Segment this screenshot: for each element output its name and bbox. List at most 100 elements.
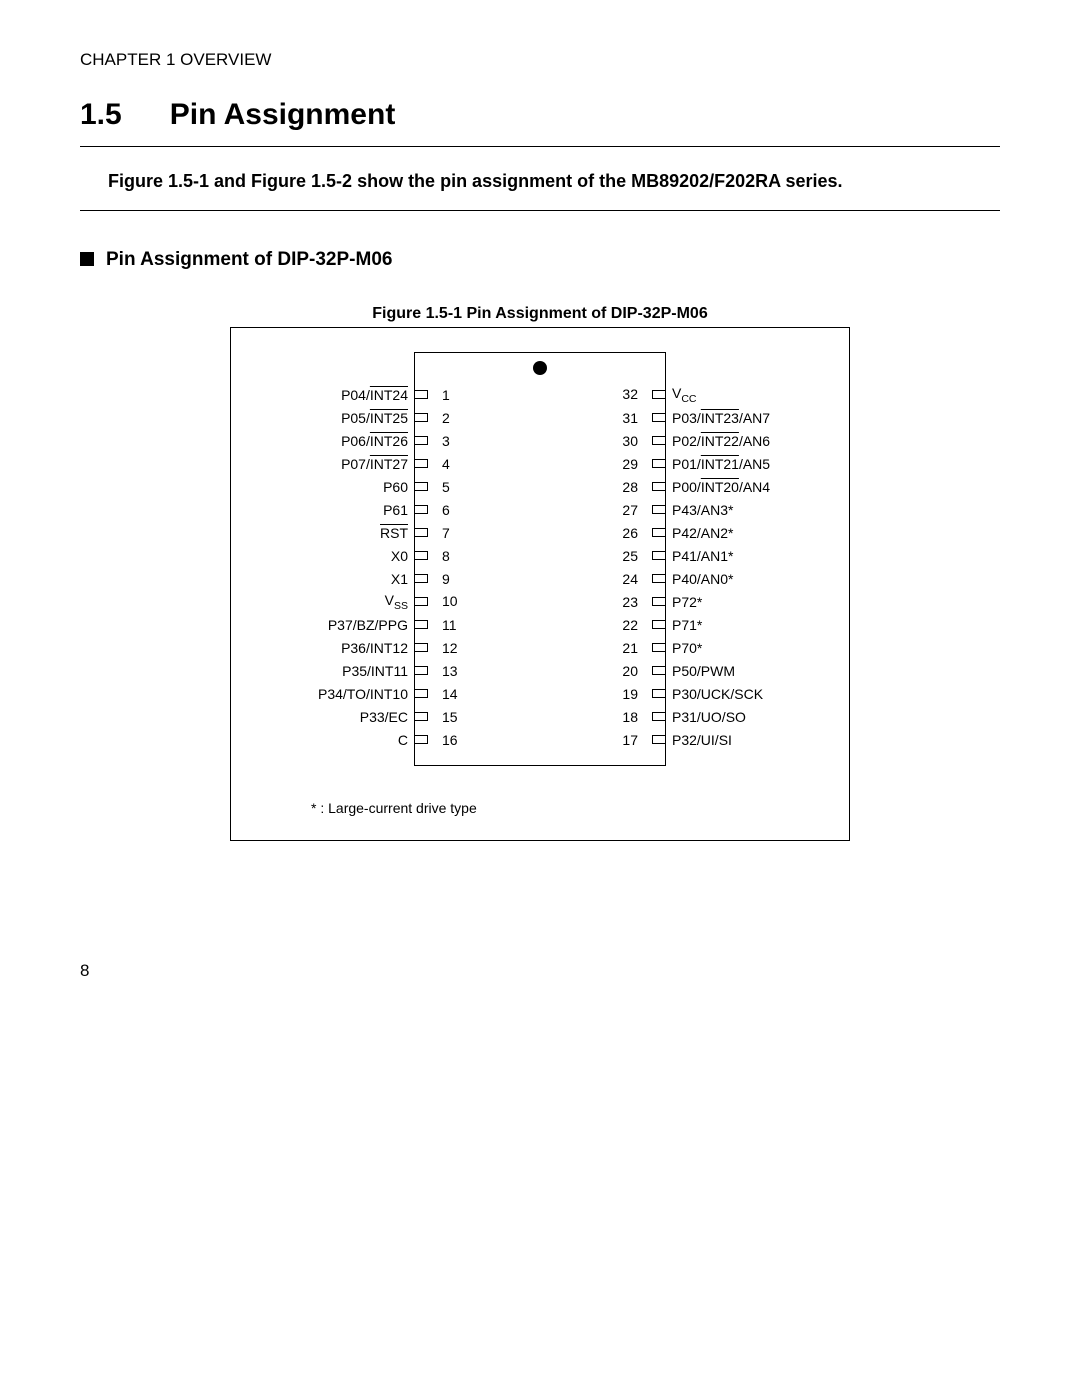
pin-right: 29 P01/INT21/AN5	[620, 456, 780, 472]
pin-right: 27 P43/AN3*	[620, 502, 780, 518]
pin-left: P34/TO/INT10 14	[300, 686, 460, 702]
pin-number: 6	[442, 502, 460, 518]
pin-row: P61 6 27 P43/AN3*	[415, 498, 665, 521]
square-bullet-icon	[80, 252, 94, 266]
pin-pad-icon	[414, 735, 428, 744]
pin-left: C 16	[300, 732, 460, 748]
pin-label: VSS	[385, 592, 408, 612]
pin-label: P31/UO/SO	[672, 709, 746, 725]
pin-number: 2	[442, 410, 460, 426]
pin-label: X1	[391, 571, 408, 587]
pin-pad-icon	[414, 413, 428, 422]
pin-row: P33/EC 15 18 P31/UO/SO	[415, 705, 665, 728]
pin-label: P33/EC	[360, 709, 408, 725]
pin-number: 25	[620, 548, 638, 564]
pin-number: 14	[442, 686, 460, 702]
pin-pad-icon	[652, 505, 666, 514]
pin-pad-icon	[652, 666, 666, 675]
pin-number: 26	[620, 525, 638, 541]
pin-number: 24	[620, 571, 638, 587]
pin-label: P37/BZ/PPG	[328, 617, 408, 633]
pin-row: X0 8 25 P41/AN1*	[415, 544, 665, 567]
pin-right: 24 P40/AN0*	[620, 571, 780, 587]
pin-row: C 16 17 P32/UI/SI	[415, 728, 665, 751]
page-number: 8	[80, 961, 1000, 981]
pin-number: 13	[442, 663, 460, 679]
pin-label: VCC	[672, 385, 697, 405]
pin-pad-icon	[652, 712, 666, 721]
pin-label: P60	[383, 479, 408, 495]
pin-number: 15	[442, 709, 460, 725]
pin-label: P06/INT26	[341, 433, 408, 449]
pin-pad-icon	[414, 620, 428, 629]
pin-left: P37/BZ/PPG 11	[300, 617, 460, 633]
pin-number: 17	[620, 732, 638, 748]
pin-number: 12	[442, 640, 460, 656]
pin-row: P37/BZ/PPG 11 22 P71*	[415, 613, 665, 636]
pin-label: P35/INT11	[342, 663, 408, 679]
pin-right: 26 P42/AN2*	[620, 525, 780, 541]
pin-left: P04/INT24 1	[300, 387, 460, 403]
pin-number: 18	[620, 709, 638, 725]
pin-pad-icon	[652, 574, 666, 583]
pin-number: 9	[442, 571, 460, 587]
pin-label: P01/INT21/AN5	[672, 456, 770, 472]
pin-number: 1	[442, 387, 460, 403]
dip-notch-icon	[533, 361, 547, 375]
pin-pad-icon	[414, 436, 428, 445]
pin-number: 3	[442, 433, 460, 449]
pin-label: P70*	[672, 640, 702, 656]
pin-label: P42/AN2*	[672, 525, 733, 541]
section-title: Pin Assignment	[170, 98, 396, 132]
intro-text: Figure 1.5-1 and Figure 1.5-2 show the p…	[108, 171, 1000, 192]
pin-label: P30/UCK/SCK	[672, 686, 763, 702]
pin-right: 19 P30/UCK/SCK	[620, 686, 780, 702]
pin-number: 5	[442, 479, 460, 495]
pin-right: 23 P72*	[620, 594, 780, 610]
section-number: 1.5	[80, 98, 122, 132]
pin-pad-icon	[652, 689, 666, 698]
subheading-text: Pin Assignment of DIP-32P-M06	[106, 249, 392, 270]
figure-footnote: * : Large-current drive type	[311, 800, 839, 816]
pin-label: P32/UI/SI	[672, 732, 732, 748]
pin-pad-icon	[652, 459, 666, 468]
pin-left: P33/EC 15	[300, 709, 460, 725]
pin-number: 16	[442, 732, 460, 748]
pin-label: P04/INT24	[341, 387, 408, 403]
section-title-row: 1.5 Pin Assignment	[80, 98, 1000, 132]
pin-right: 18 P31/UO/SO	[620, 709, 780, 725]
pin-left: P07/INT27 4	[300, 456, 460, 472]
pin-number: 21	[620, 640, 638, 656]
pin-right: 30 P02/INT22/AN6	[620, 433, 780, 449]
pin-left: P60 5	[300, 479, 460, 495]
pin-label: P02/INT22/AN6	[672, 433, 770, 449]
pin-pad-icon	[414, 643, 428, 652]
pin-label: P36/INT12	[341, 640, 408, 656]
pin-label: P00/INT20/AN4	[672, 479, 770, 495]
pin-label: P50/PWM	[672, 663, 735, 679]
pin-right: 31 P03/INT23/AN7	[620, 410, 780, 426]
pin-label: P07/INT27	[341, 456, 408, 472]
pin-left: P36/INT12 12	[300, 640, 460, 656]
pin-right: 25 P41/AN1*	[620, 548, 780, 564]
pin-label: X0	[391, 548, 408, 564]
pin-label: P03/INT23/AN7	[672, 410, 770, 426]
pin-number: 4	[442, 456, 460, 472]
pin-right: 21 P70*	[620, 640, 780, 656]
pin-label: P72*	[672, 594, 702, 610]
pin-row: P05/INT25 2 31 P03/INT23/AN7	[415, 406, 665, 429]
pin-row: P60 5 28 P00/INT20/AN4	[415, 475, 665, 498]
pin-pad-icon	[414, 505, 428, 514]
pin-pad-icon	[652, 436, 666, 445]
pin-number: 32	[620, 386, 638, 402]
pin-pad-icon	[414, 459, 428, 468]
pin-pad-icon	[414, 597, 428, 606]
pin-pad-icon	[414, 712, 428, 721]
figure-caption: Figure 1.5-1 Pin Assignment of DIP-32P-M…	[80, 305, 1000, 323]
pin-left: RST 7	[300, 525, 460, 541]
pin-left: P05/INT25 2	[300, 410, 460, 426]
pin-row: P04/INT24 1 32 VCC	[415, 383, 665, 406]
pin-label: P34/TO/INT10	[318, 686, 408, 702]
pin-number: 7	[442, 525, 460, 541]
pin-pad-icon	[652, 390, 666, 399]
